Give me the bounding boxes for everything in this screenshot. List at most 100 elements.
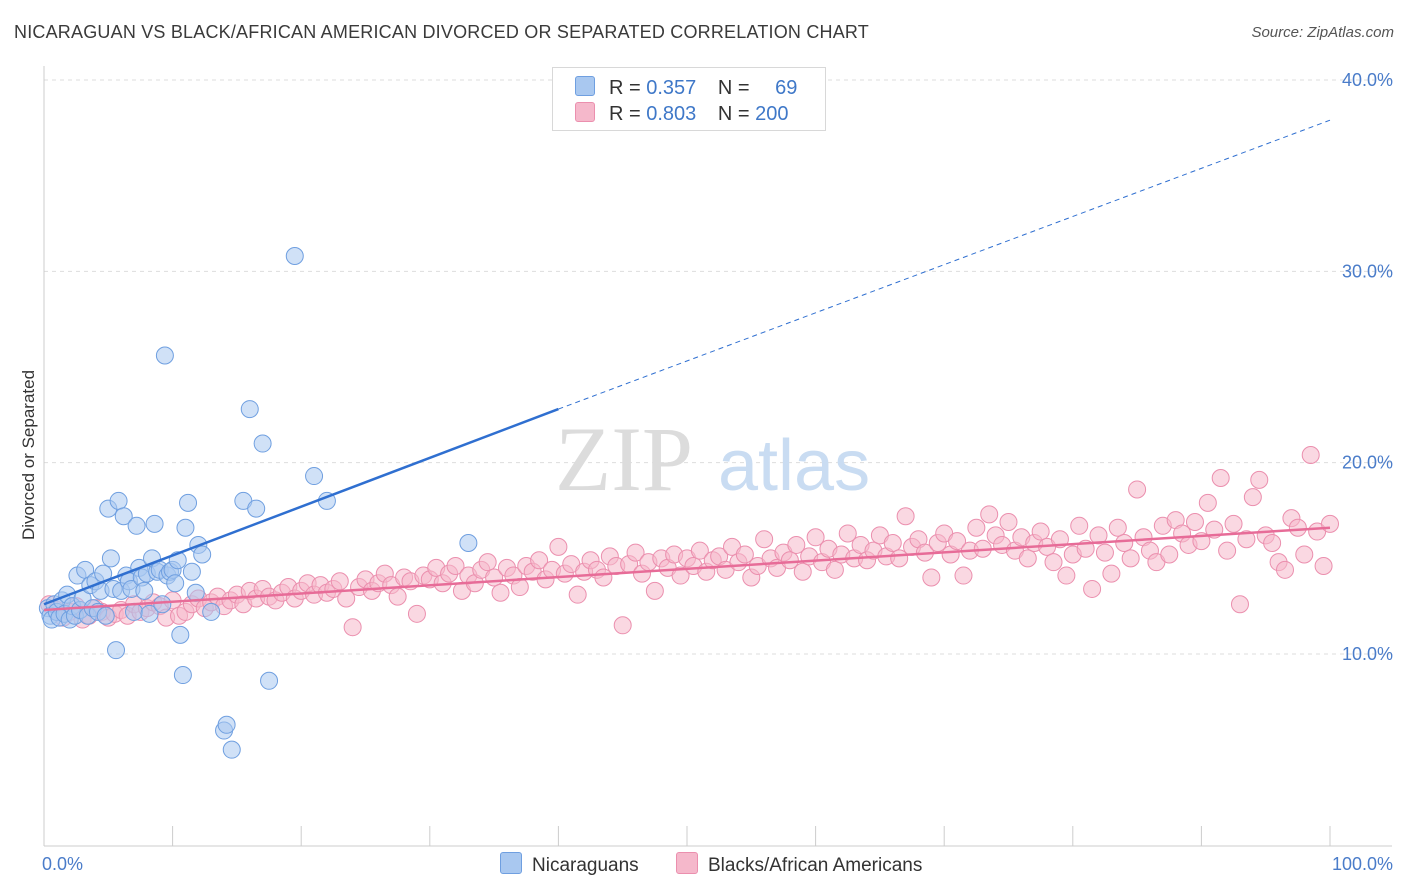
data-point-pink xyxy=(1301,446,1320,465)
data-point-pink xyxy=(388,587,407,606)
data-point-pink xyxy=(883,534,902,553)
legend-n-label: N = xyxy=(717,77,750,99)
trend-lines xyxy=(43,119,1331,612)
data-point-pink xyxy=(478,553,497,572)
data-point-blue xyxy=(193,545,212,564)
x-tick-label: 0.0% xyxy=(42,854,83,874)
data-point-pink xyxy=(1230,595,1249,614)
data-point-pink xyxy=(1108,518,1127,537)
data-point-pink xyxy=(407,604,426,623)
data-point-blue xyxy=(109,491,128,510)
data-point-pink xyxy=(787,535,806,554)
trend-line-blue-extension xyxy=(558,119,1331,410)
data-point-pink xyxy=(1121,549,1140,568)
data-point-blue xyxy=(140,604,159,623)
y-tick-label: 40.0% xyxy=(1342,70,1393,90)
watermark-zip: ZIP xyxy=(555,408,693,510)
data-point-blue xyxy=(173,666,192,685)
data-point-pink xyxy=(1288,518,1307,537)
data-point-pink xyxy=(491,583,510,602)
data-point-blue xyxy=(114,507,133,526)
data-point-pink xyxy=(1250,470,1269,489)
data-point-blue xyxy=(153,595,172,614)
data-point-pink xyxy=(954,566,973,585)
source-label: Source: ZipAtlas.com xyxy=(1251,24,1394,41)
legend-item-blacks: Blacks/African Americans xyxy=(676,852,922,877)
data-point-pink xyxy=(1070,516,1089,535)
data-point-blue xyxy=(135,581,154,600)
data-point-blue xyxy=(127,516,146,535)
data-point-pink xyxy=(1224,514,1243,533)
data-point-blue xyxy=(101,549,120,568)
data-point-pink xyxy=(343,618,362,637)
legend-r-value: 0.357 xyxy=(646,77,697,99)
data-point-pink xyxy=(1218,541,1237,560)
axis-labels: Divorced or Separated xyxy=(19,370,38,540)
data-point-pink xyxy=(690,541,709,560)
data-point-blue xyxy=(222,740,241,759)
data-point-pink xyxy=(1275,560,1294,579)
data-point-pink xyxy=(948,532,967,551)
data-point-pink xyxy=(967,518,986,537)
data-point-pink xyxy=(1050,530,1069,549)
data-point-pink xyxy=(446,556,465,575)
data-point-pink xyxy=(999,512,1018,531)
data-point-blue xyxy=(182,562,201,581)
data-point-pink xyxy=(1211,468,1230,487)
data-point-blue xyxy=(305,467,324,486)
legend-label-nicaraguans: Nicaraguans xyxy=(532,855,639,876)
trend-line-pink xyxy=(43,526,1331,612)
y-tick-label: 20.0% xyxy=(1342,453,1393,473)
data-point-pink xyxy=(1314,556,1333,575)
data-point-blue xyxy=(285,247,304,266)
data-point-pink xyxy=(793,562,812,581)
data-point-blue xyxy=(459,534,478,553)
series-blue-points xyxy=(38,247,478,759)
series-pink-points xyxy=(40,446,1339,637)
data-point-pink xyxy=(549,537,568,556)
legend-r-label: R = xyxy=(609,103,641,125)
data-point-pink xyxy=(1128,480,1147,499)
data-point-pink xyxy=(626,543,645,562)
data-point-pink xyxy=(735,545,754,564)
y-tick-label: 30.0% xyxy=(1342,261,1393,281)
legend-swatch-blue xyxy=(500,852,522,874)
data-point-blue xyxy=(107,641,126,660)
data-point-pink xyxy=(568,585,587,604)
data-point-pink xyxy=(922,568,941,587)
legend-item-nicaraguans: Nicaraguans xyxy=(500,852,639,877)
data-point-blue xyxy=(253,434,272,453)
y-axis-label: Divorced or Separated xyxy=(19,370,38,540)
data-point-pink xyxy=(1089,526,1108,545)
data-point-pink xyxy=(1115,534,1134,553)
data-point-pink xyxy=(1263,534,1282,553)
data-point-pink xyxy=(1083,579,1102,598)
legend-n-value: 200 xyxy=(755,103,789,125)
legend-label-blacks: Blacks/African Americans xyxy=(708,855,923,876)
data-point-pink xyxy=(780,551,799,570)
watermark: ZIP atlas xyxy=(555,408,870,510)
data-point-pink xyxy=(896,507,915,526)
data-point-pink xyxy=(755,530,774,549)
data-point-blue xyxy=(176,518,195,537)
data-point-blue xyxy=(202,602,221,621)
data-point-blue xyxy=(125,602,144,621)
data-point-pink xyxy=(530,551,549,570)
legend-r-label: R = xyxy=(609,77,641,99)
data-point-pink xyxy=(1321,514,1339,533)
data-point-blue xyxy=(96,606,115,625)
data-point-blue xyxy=(171,625,190,644)
data-point-pink xyxy=(1243,488,1262,507)
data-point-pink xyxy=(1095,543,1114,562)
data-point-pink xyxy=(1185,512,1204,531)
data-point-pink xyxy=(1198,493,1217,512)
trend-line-blue xyxy=(43,407,559,606)
data-point-pink xyxy=(330,572,349,591)
legend-n-label: N = xyxy=(717,103,750,125)
data-point-pink xyxy=(1057,566,1076,585)
data-point-pink xyxy=(825,560,844,579)
stats-legend: R = 0.357 N = 69 R = 0.803 N = 200 xyxy=(552,67,826,131)
data-point-blue xyxy=(166,574,185,593)
data-point-blue xyxy=(145,514,164,533)
